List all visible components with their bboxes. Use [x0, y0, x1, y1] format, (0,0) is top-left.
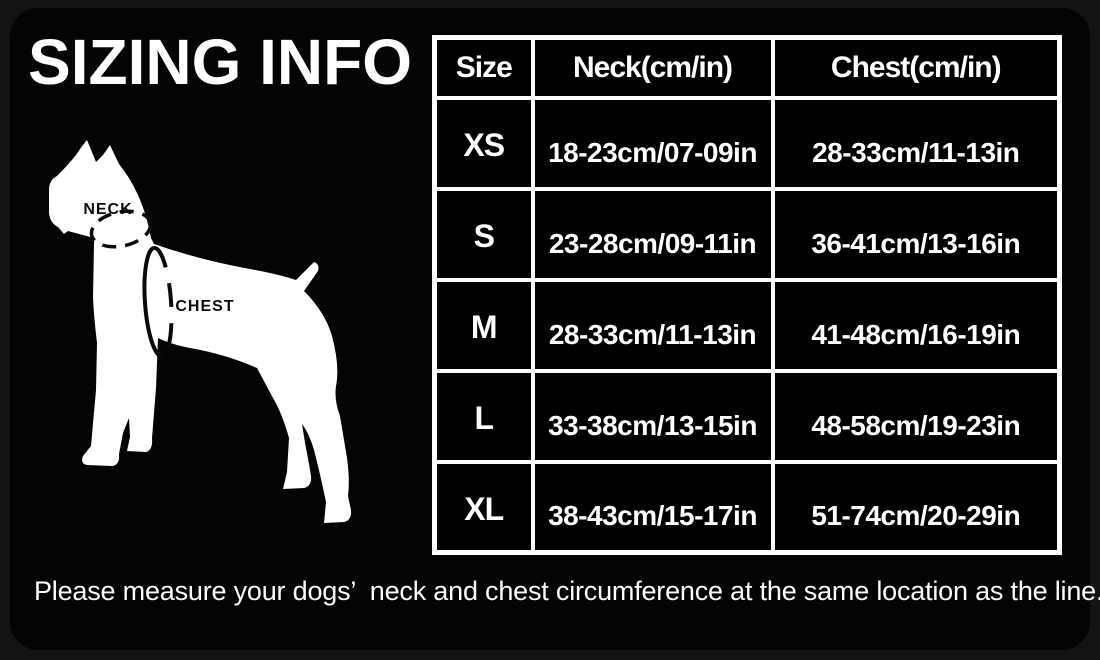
chest-cell: 28-33cm/11-13in — [770, 95, 1062, 191]
table-row-m: M 28-33cm/11-13in 41-48cm/16-19in — [432, 277, 1062, 373]
size-cell: XL — [432, 459, 535, 555]
chest-cell: 41-48cm/16-19in — [770, 277, 1062, 373]
neck-cell: 38-43cm/15-17in — [530, 459, 775, 555]
neck-label: NECK — [83, 201, 132, 218]
column-header-neck: Neck(cm/in) — [530, 35, 775, 100]
sizing-table: Size Neck(cm/in) Chest(cm/in) XS 18-23cm… — [432, 35, 1062, 555]
size-cell: M — [432, 277, 535, 373]
table-row-xs: XS 18-23cm/07-09in 28-33cm/11-13in — [432, 95, 1062, 191]
table-row-xl: XL 38-43cm/15-17in 51-74cm/20-29in — [432, 459, 1062, 555]
table-header-row: Size Neck(cm/in) Chest(cm/in) — [432, 35, 1062, 100]
size-cell: L — [432, 368, 535, 464]
chest-cell: 51-74cm/20-29in — [770, 459, 1062, 555]
dog-measurement-diagram: NECK CHEST — [49, 140, 352, 523]
column-header-chest: Chest(cm/in) — [770, 35, 1062, 100]
chest-cell: 48-58cm/19-23in — [770, 368, 1062, 464]
neck-cell: 28-33cm/11-13in — [530, 277, 775, 373]
size-cell: S — [432, 186, 535, 282]
table-row-s: S 23-28cm/09-11in 36-41cm/13-16in — [432, 186, 1062, 282]
table-row-l: L 33-38cm/13-15in 48-58cm/19-23in — [432, 368, 1062, 464]
neck-cell: 23-28cm/09-11in — [530, 186, 775, 282]
measure-instruction: Please measure your dogs’ neck and chest… — [34, 576, 1100, 606]
chest-measure-line-dashed — [153, 246, 174, 358]
page-title: SIZING INFO — [28, 26, 412, 98]
size-cell: XS — [432, 95, 535, 191]
neck-cell: 18-23cm/07-09in — [530, 95, 775, 191]
dog-silhouette — [49, 140, 352, 523]
chest-label: CHEST — [175, 298, 234, 315]
neck-cell: 33-38cm/13-15in — [530, 368, 775, 464]
chest-measure-line-solid — [142, 246, 163, 358]
neck-measure-line — [89, 209, 153, 249]
column-header-size: Size — [432, 35, 535, 100]
chest-cell: 36-41cm/13-16in — [770, 186, 1062, 282]
